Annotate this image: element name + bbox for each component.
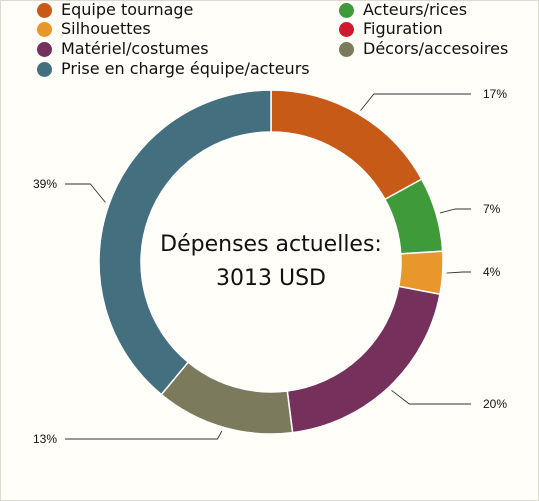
leader-line-7 (65, 183, 106, 203)
leader-line-6 (65, 430, 223, 440)
percent-label-3: 4% (483, 265, 501, 279)
center-text-line2: 3013 USD (216, 266, 326, 291)
legend-label: Décors/accesoires (363, 39, 509, 58)
legend-item-materiel-costumes: Matériel/costumes (37, 39, 209, 59)
percent-label-1: 17% (483, 87, 507, 101)
legend-swatch (37, 61, 52, 77)
legend-label: Acteurs/rices (363, 0, 468, 19)
legend-swatch (37, 41, 52, 57)
legend-label: Matériel/costumes (61, 39, 209, 58)
legend-swatch (339, 2, 354, 18)
legend-swatch (339, 21, 354, 37)
slice-7 (98, 89, 272, 396)
legend-swatch (37, 21, 52, 37)
leader-lines (65, 93, 471, 440)
donut-slices (98, 89, 444, 435)
legend-item-decors-accesoires: Décors/accesoires (339, 39, 508, 59)
center-text-line1: Dépenses actuelles: (160, 232, 382, 257)
slice-1 (270, 89, 423, 201)
legend-label: Prise en charge équipe/acteurs (61, 59, 310, 78)
percent-label-6: 13% (33, 432, 57, 446)
legend-item-figuration: Figuration (339, 19, 443, 39)
leader-line-2 (439, 208, 471, 214)
legend-swatch (339, 41, 354, 57)
legend-swatch (37, 2, 52, 18)
percent-labels: 17% 7% 4% 20% 13% 39% (33, 87, 507, 446)
legend-item-silhouettes: Silhouettes (37, 19, 151, 39)
leader-line-3 (446, 271, 471, 274)
legend-label: Silhouettes (61, 19, 151, 38)
legend-item-prise-en-charge: Prise en charge équipe/acteurs (37, 59, 310, 79)
legend-item-equipe-tournage: Equipe tournage (37, 0, 193, 20)
leader-line-5 (391, 389, 471, 405)
percent-label-2: 7% (483, 202, 501, 216)
percent-label-5: 20% (483, 397, 507, 411)
legend-item-acteurs: Acteurs/rices (339, 0, 467, 20)
leader-line-1 (360, 93, 471, 111)
slice-6 (160, 361, 294, 435)
legend-label: Equipe tournage (61, 0, 194, 19)
slice-5 (286, 285, 441, 434)
legend-label: Figuration (363, 19, 443, 38)
chart-legend: Equipe tournage Acteurs/rices Silhouette… (0, 0, 539, 90)
percent-label-7: 39% (33, 177, 57, 191)
